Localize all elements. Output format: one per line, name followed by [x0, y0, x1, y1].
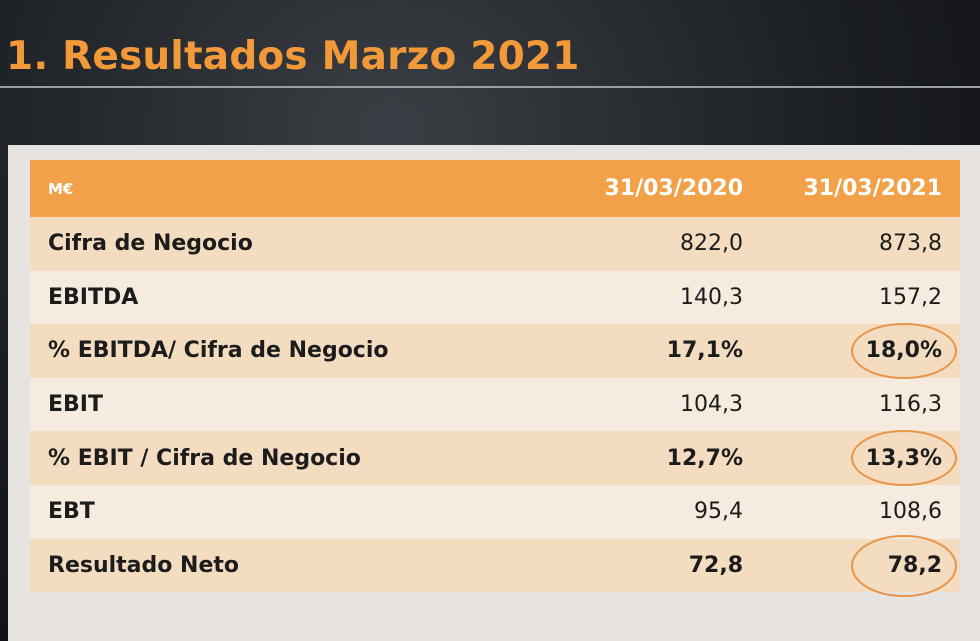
- cell: 13,3%: [865, 445, 942, 471]
- cell: 18,0%: [865, 338, 942, 364]
- row-label: % EBIT / Cifra de Negocio: [48, 445, 361, 471]
- row-label: EBT: [48, 499, 95, 525]
- row-label: EBITDA: [48, 284, 139, 310]
- cell: 104,3: [680, 392, 743, 418]
- cell: 12,7%: [666, 445, 743, 471]
- cell: 116,3: [879, 392, 942, 418]
- cell: 95,4: [694, 499, 743, 525]
- highlight-ring: [851, 535, 957, 597]
- title-rule: [0, 86, 980, 88]
- cell: 822,0: [680, 231, 743, 257]
- slide-title: 1. Resultados Marzo 2021: [6, 34, 580, 79]
- table-row: EBT 95,4 108,6: [30, 484, 960, 539]
- cell: 72,8: [688, 552, 743, 578]
- cell: 108,6: [879, 499, 942, 525]
- cell: 157,2: [879, 284, 942, 310]
- cell: 78,2: [887, 552, 942, 578]
- table-row: EBIT 104,3 116,3: [30, 377, 960, 432]
- highlight-ring: [851, 430, 957, 486]
- row-label: Cifra de Negocio: [48, 231, 253, 257]
- header-row: M€ 31/03/2020 31/03/2021: [30, 160, 960, 217]
- header-cell: 31/03/2021: [803, 176, 942, 201]
- table-row: Resultado Neto 72,8 78,2: [30, 538, 960, 593]
- cell: 17,1%: [666, 338, 743, 364]
- table-row: Cifra de Negocio 822,0 873,8: [30, 217, 960, 271]
- results-table: M€ 31/03/2020 31/03/2021 Cifra de Negoci…: [30, 160, 960, 593]
- table-row: EBITDA 140,3 157,2: [30, 270, 960, 325]
- header-cell: 31/03/2020: [604, 176, 743, 201]
- row-label: % EBITDA/ Cifra de Negocio: [48, 338, 389, 364]
- table-row: % EBITDA/ Cifra de Negocio 17,1% 18,0%: [30, 324, 960, 378]
- cell: 873,8: [879, 231, 942, 257]
- cell: 140,3: [680, 284, 743, 310]
- table-row: % EBIT / Cifra de Negocio 12,7% 13,3%: [30, 431, 960, 485]
- header-cell: M€: [48, 179, 74, 198]
- row-label: EBIT: [48, 392, 103, 418]
- row-label: Resultado Neto: [48, 552, 240, 578]
- highlight-ring: [851, 323, 957, 379]
